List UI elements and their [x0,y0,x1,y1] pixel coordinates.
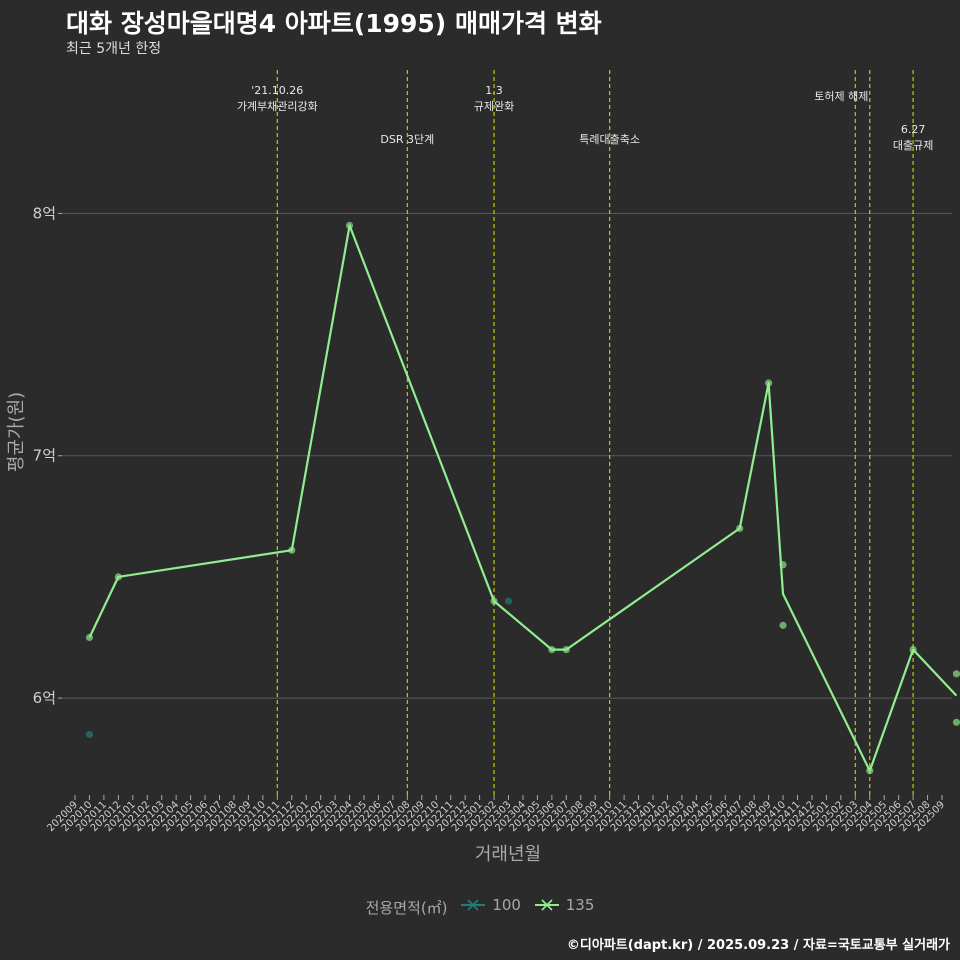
data-point-135-8 [765,379,773,387]
data-point-135-11 [866,767,874,775]
legend-label-135: 135 [565,896,595,914]
data-point-135-1 [114,573,122,581]
policy-annotation-line: DSR 3단계 [380,133,434,146]
data-point-135-14 [952,718,960,726]
x-axis-label: 거래년월 [475,844,541,865]
data-point-135-4 [490,597,498,605]
policy-annotation-0: '21.10.26 가계부채관리강화 [237,84,318,113]
y-tick-label: 8억 [33,204,56,222]
chart-title: 대화 장성마을대명4 아파트(1995) 매매가격 변화 [66,9,602,38]
data-point-135-5 [548,646,556,654]
policy-annotation-2: 1.3 규제완화 [474,84,514,113]
policy-annotation-line: 가계부채관리강화 [237,100,318,113]
legend-key-100-icon [461,899,486,911]
data-point-135-10 [779,621,787,629]
policy-annotation-line: 대출규제 [893,139,933,152]
policy-annotation-1: DSR 3단계 [380,133,434,146]
data-point-135-12 [909,646,917,654]
grid-lines [62,212,952,699]
policy-annotation-6: 6.27 대출규제 [893,123,933,152]
policy-annotation-line: 규제완화 [474,100,514,113]
policy-annotation-line: 토허제 해제 [814,89,868,103]
policy-annotation-3: 특례대출축소 [579,133,640,146]
x-axis-ticks: 2020092020102020112020122021012021022021… [45,795,947,834]
policy-annotation-line: 특례대출축소 [579,133,640,146]
data-point-135-7 [736,524,744,533]
data-point-135-2 [288,546,296,554]
y-tick-label: 6억 [33,689,56,707]
policy-annotation-line: '21.10.26 [251,84,303,97]
policy-annotation-4: 토허제 해제 [814,89,868,103]
data-point-100-1 [504,597,513,605]
legend-key-135-icon [534,899,559,911]
series-line-135 [88,224,958,772]
data-series [85,221,960,775]
data-point-135-3 [345,221,354,230]
data-point-135-13 [952,670,960,678]
y-axis-label: 평균가(원) [6,392,27,472]
y-axis-ticks: 6억 7억 8억 [33,204,62,707]
legend-item-135: 135 [534,896,595,914]
legend-label-100: 100 [492,896,521,914]
legend-title: 전용면적(㎡) [365,899,448,917]
data-point-135-0 [85,633,94,642]
policy-lines [276,70,914,795]
data-point-135-6 [562,646,570,654]
data-point-100-0 [85,730,94,739]
data-point-135-9 [779,561,787,569]
legend-item-100: 100 [460,896,521,914]
policy-annotation-line: 6.27 [901,123,926,136]
policy-annotation-line: 1.3 [485,84,503,97]
chart-subtitle: 최근 5개년 한정 [66,41,162,57]
legend: 전용면적(㎡) 100 135 [0,896,960,918]
y-tick-label: 7억 [33,447,56,465]
source-caption: ©디아파트(dapt.kr) / 2025.09.23 / 자료=국토교통부 실… [566,938,950,953]
